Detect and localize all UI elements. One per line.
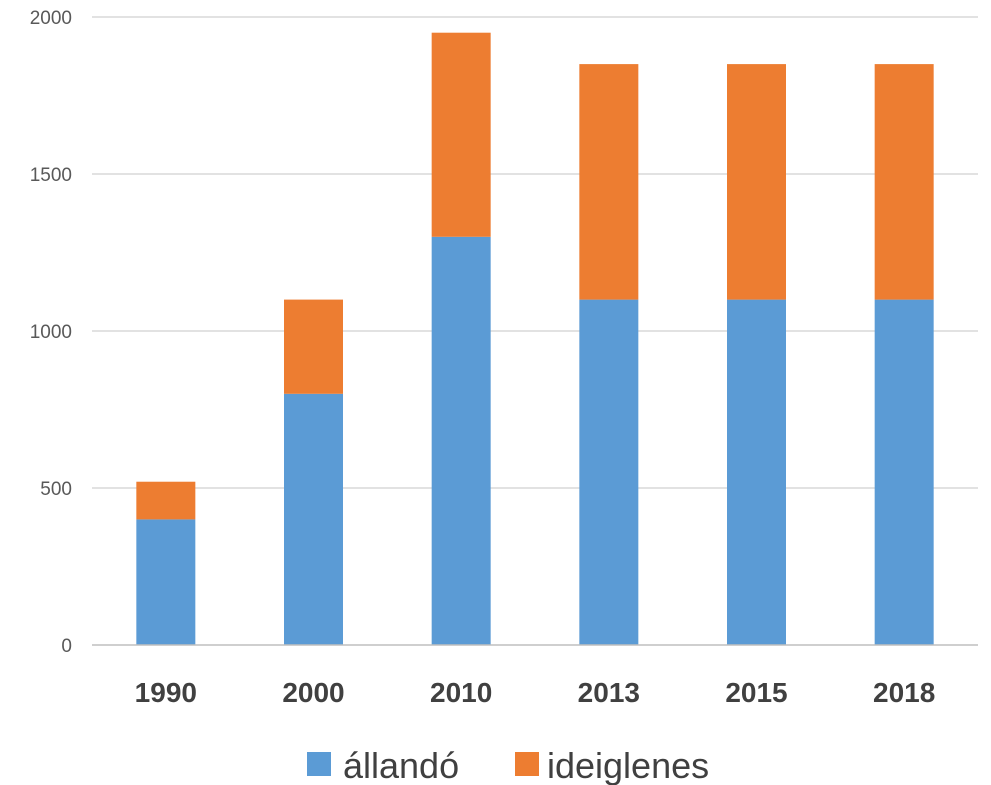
y-tick-label: 1500 — [30, 165, 72, 186]
bar-ideiglenes-2000 — [284, 299, 343, 394]
y-axis-ticks: 0 500 1000 1500 2000 — [30, 8, 72, 657]
gridlines — [92, 16, 978, 489]
bar-ideiglenes-2018 — [874, 64, 934, 300]
x-tick-label: 2018 — [873, 677, 935, 708]
bar-ideiglenes-2010 — [431, 32, 491, 237]
x-tick-label: 2010 — [430, 677, 492, 708]
y-tick-label: 2000 — [30, 8, 72, 29]
legend-label-allando: állandó — [343, 745, 459, 785]
x-tick-label: 2013 — [578, 677, 640, 708]
x-tick-label: 2000 — [282, 677, 344, 708]
bar-allando-2013 — [579, 299, 639, 645]
bars — [136, 32, 934, 646]
legend-swatch-allando — [307, 752, 331, 776]
x-tick-label: 2015 — [725, 677, 787, 708]
bar-allando-2010 — [431, 236, 491, 646]
bar-ideiglenes-2013 — [579, 64, 639, 300]
x-axis-ticks: 1990 2000 2010 2013 2015 2018 — [135, 677, 936, 708]
bar-allando-1990 — [136, 519, 196, 645]
y-tick-label: 1000 — [30, 322, 72, 343]
legend-swatch-ideiglenes — [515, 752, 539, 776]
bar-ideiglenes-1990 — [136, 481, 196, 520]
bar-ideiglenes-2015 — [727, 64, 786, 300]
bar-allando-2000 — [284, 393, 343, 645]
y-tick-label: 0 — [61, 636, 72, 657]
x-tick-label: 1990 — [135, 677, 197, 708]
legend: állandó ideiglenes — [307, 745, 709, 785]
bar-allando-2018 — [874, 299, 934, 645]
y-tick-label: 500 — [40, 479, 72, 500]
legend-label-ideiglenes: ideiglenes — [547, 745, 709, 785]
bar-allando-2015 — [727, 299, 786, 645]
